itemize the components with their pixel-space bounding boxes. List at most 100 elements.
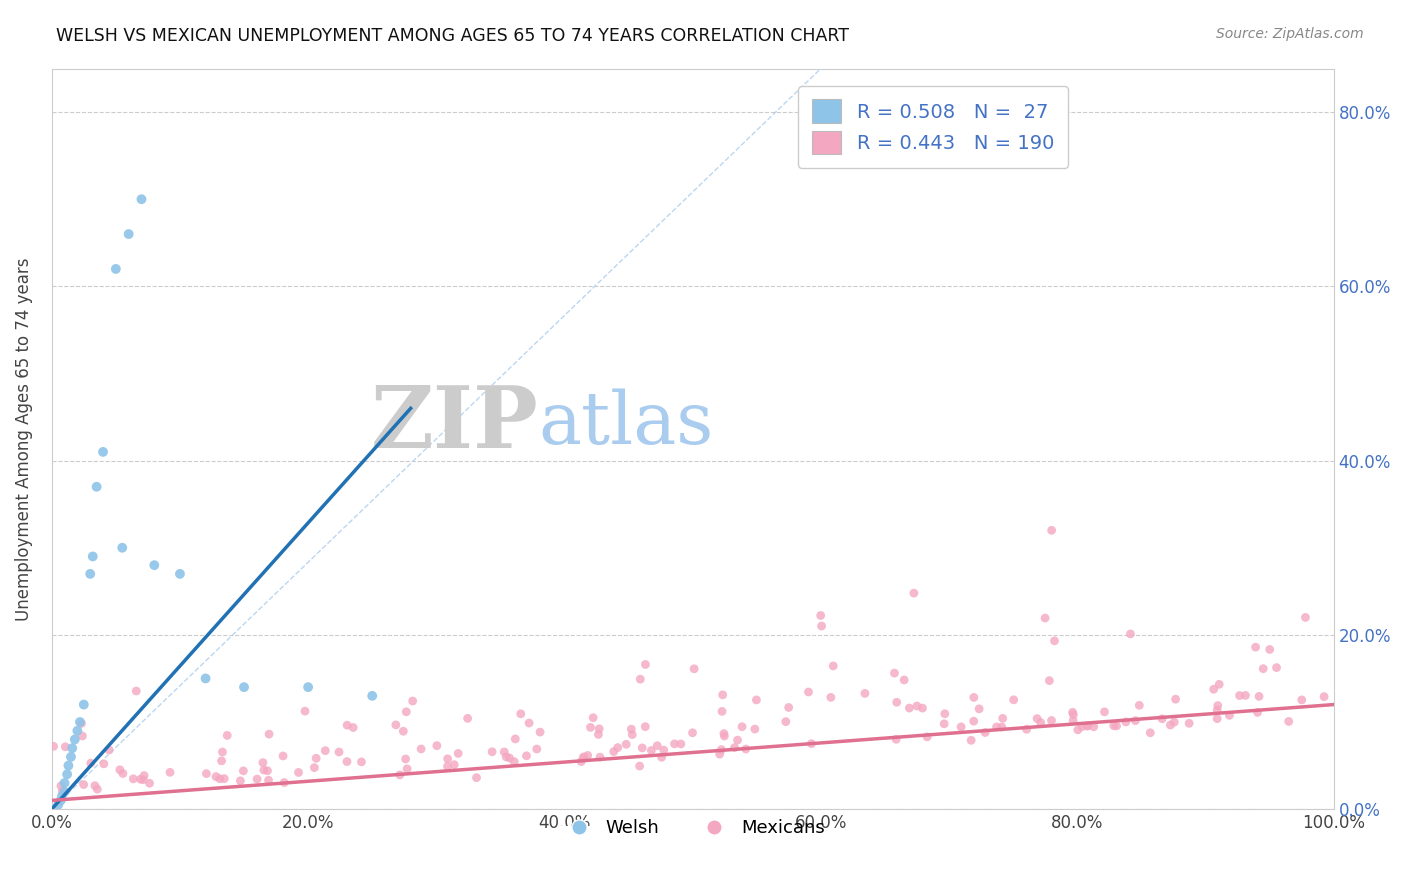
Point	[634, 657, 657, 672]
Point	[884, 732, 907, 747]
Point	[1251, 662, 1274, 676]
Point	[1218, 708, 1240, 723]
Legend: Welsh, Mexicans: Welsh, Mexicans	[554, 812, 832, 845]
Point	[915, 730, 938, 744]
Point	[1163, 715, 1185, 730]
Point	[682, 726, 704, 740]
Point	[797, 685, 820, 699]
Point	[498, 751, 520, 765]
Point	[1164, 692, 1187, 706]
Point	[745, 693, 768, 707]
Point	[169, 566, 191, 581]
Point	[253, 763, 276, 777]
Point	[79, 566, 101, 581]
Point	[1294, 610, 1316, 624]
Point	[731, 720, 754, 734]
Point	[1278, 714, 1301, 729]
Point	[205, 770, 228, 784]
Point	[1083, 720, 1105, 734]
Point	[505, 731, 527, 746]
Point	[342, 721, 364, 735]
Point	[1076, 719, 1098, 733]
Point	[1043, 633, 1066, 648]
Point	[495, 750, 517, 764]
Point	[271, 749, 294, 764]
Point	[883, 666, 905, 681]
Point	[1258, 642, 1281, 657]
Point	[1125, 714, 1147, 728]
Point	[211, 745, 233, 759]
Point	[744, 722, 766, 736]
Point	[212, 772, 235, 786]
Point	[436, 759, 458, 773]
Point	[66, 723, 89, 738]
Point	[1102, 719, 1125, 733]
Point	[589, 750, 612, 764]
Point	[287, 765, 309, 780]
Point	[778, 700, 800, 714]
Point	[46, 797, 69, 812]
Point	[394, 752, 416, 766]
Point	[1152, 712, 1174, 726]
Point	[986, 720, 1008, 734]
Point	[963, 690, 986, 705]
Point	[1094, 705, 1116, 719]
Point	[208, 772, 231, 786]
Point	[84, 779, 107, 793]
Point	[1119, 627, 1142, 641]
Point	[529, 725, 551, 739]
Point	[588, 722, 610, 736]
Point	[447, 747, 470, 761]
Point	[69, 714, 91, 729]
Point	[603, 745, 626, 759]
Point	[820, 690, 842, 705]
Point	[572, 751, 595, 765]
Point	[53, 776, 76, 790]
Point	[1040, 714, 1063, 728]
Point	[911, 701, 934, 715]
Point	[388, 768, 411, 782]
Point	[80, 756, 103, 771]
Point	[582, 711, 605, 725]
Text: WELSH VS MEXICAN UNEMPLOYMENT AMONG AGES 65 TO 74 YEARS CORRELATION CHART: WELSH VS MEXICAN UNEMPLOYMENT AMONG AGES…	[56, 27, 849, 45]
Point	[1105, 719, 1128, 733]
Point	[886, 695, 908, 709]
Point	[810, 619, 832, 633]
Text: ZIP: ZIP	[371, 382, 538, 466]
Point	[232, 764, 254, 778]
Point	[194, 672, 217, 686]
Point	[73, 698, 96, 712]
Point	[526, 742, 548, 756]
Point	[614, 737, 637, 751]
Point	[711, 688, 734, 702]
Point	[1062, 707, 1084, 722]
Point	[1229, 689, 1251, 703]
Point	[515, 748, 537, 763]
Point	[426, 739, 449, 753]
Point	[93, 756, 115, 771]
Point	[810, 608, 832, 623]
Point	[82, 549, 104, 564]
Point	[1062, 706, 1084, 720]
Point	[457, 711, 479, 725]
Point	[211, 754, 233, 768]
Point	[328, 745, 350, 759]
Point	[72, 729, 94, 743]
Point	[217, 728, 239, 742]
Point	[58, 758, 80, 772]
Point	[257, 727, 280, 741]
Point	[800, 737, 823, 751]
Point	[108, 763, 131, 777]
Point	[73, 778, 96, 792]
Point	[129, 772, 152, 787]
Point	[709, 747, 731, 762]
Point	[361, 689, 384, 703]
Point	[1202, 682, 1225, 697]
Point	[628, 759, 651, 773]
Point	[143, 558, 166, 573]
Point	[950, 720, 973, 734]
Point	[576, 748, 599, 763]
Point	[411, 742, 433, 756]
Point	[294, 704, 316, 718]
Point	[640, 743, 662, 757]
